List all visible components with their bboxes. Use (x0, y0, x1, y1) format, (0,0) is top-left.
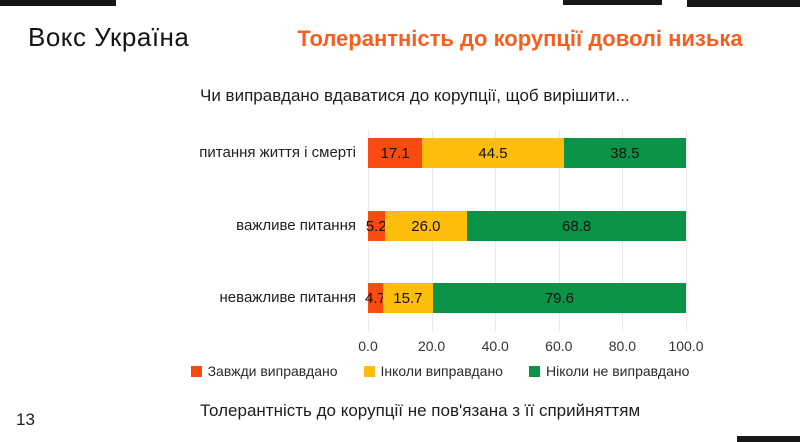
x-axis-tick-label: 0.0 (358, 338, 378, 354)
category-label: важливе питання (236, 217, 356, 234)
bar-segment: 5.2 (365, 211, 387, 241)
legend-label: Завжди виправдано (207, 363, 338, 379)
slide-title: Толерантність до корупції доволі низька (297, 26, 743, 51)
bar-value-label: 44.5 (478, 144, 508, 162)
legend-item: Інколи виправдано (363, 363, 503, 379)
category-label: неважливе питання (219, 289, 356, 306)
gridline (686, 130, 687, 332)
legend-label: Інколи виправдано (380, 363, 503, 379)
bar-segment: 17.1 (368, 138, 423, 168)
chart-plot-area: 17.1 44.5 38.5 5.2 26.0 68.8 4.7 15.7 79.6 (365, 130, 687, 332)
legend-item: Ніколи не виправдано (528, 363, 690, 379)
video-artifact-top-right (687, 0, 800, 7)
bar-row: 17.1 44.5 38.5 (368, 138, 687, 168)
x-axis-tick-label: 20.0 (417, 338, 446, 354)
bar-value-label: 38.5 (610, 144, 640, 162)
chart-question: Чи виправдано вдаватися до корупції, щоб… (200, 86, 630, 105)
bar-segment: 26.0 (384, 211, 468, 241)
chart-legend: Завжди виправдано Інколи виправдано Ніколи… (150, 363, 730, 379)
x-axis-tick-label: 80.0 (608, 338, 637, 354)
bar-value-label: 5.2 (365, 217, 387, 235)
page-number: 13 (16, 410, 35, 429)
bar-row: 4.7 15.7 79.6 (365, 283, 686, 313)
legend-swatch-icon (190, 365, 202, 377)
vox-ukraine-logo: Вокс Україна (28, 22, 190, 52)
legend-swatch-icon (528, 365, 540, 377)
bar-segment: 4.7 (365, 283, 386, 313)
x-axis: 0.0 20.0 40.0 60.0 80.0 100.0 (358, 338, 703, 356)
bar-value-label: 79.6 (544, 289, 575, 307)
video-artifact-top-middle (563, 0, 662, 5)
legend-item: Завжди виправдано (190, 363, 338, 379)
bar-segment: 15.7 (382, 283, 433, 313)
bar-value-label: 4.7 (365, 289, 386, 307)
bar-segment: 38.5 (563, 138, 687, 168)
x-axis-tick-label: 100.0 (668, 338, 704, 354)
bar-value-label: 15.7 (393, 289, 423, 307)
bar-segment: 44.5 (422, 138, 564, 168)
x-axis-tick-label: 60.0 (545, 338, 573, 354)
bar-segment: 68.8 (467, 211, 686, 241)
bar-segment: 79.6 (432, 283, 686, 313)
legend-label: Ніколи не виправдано (545, 363, 690, 379)
legend-swatch-icon (363, 365, 375, 377)
bar-value-label: 68.8 (561, 217, 592, 235)
category-labels: питання життя і смерті важливе питання нев… (0, 130, 360, 332)
video-artifact-bottom-right (737, 436, 800, 442)
bar-value-label: 17.1 (380, 144, 410, 162)
footer-note: Толерантність до корупції не пов'язана з… (200, 401, 641, 420)
bar-value-label: 26.0 (411, 217, 441, 235)
category-label: питання життя і смерті (199, 144, 356, 161)
bar-row: 5.2 26.0 68.8 (365, 211, 686, 241)
video-artifact-top-left (0, 0, 116, 6)
x-axis-tick-label: 40.0 (481, 338, 509, 354)
